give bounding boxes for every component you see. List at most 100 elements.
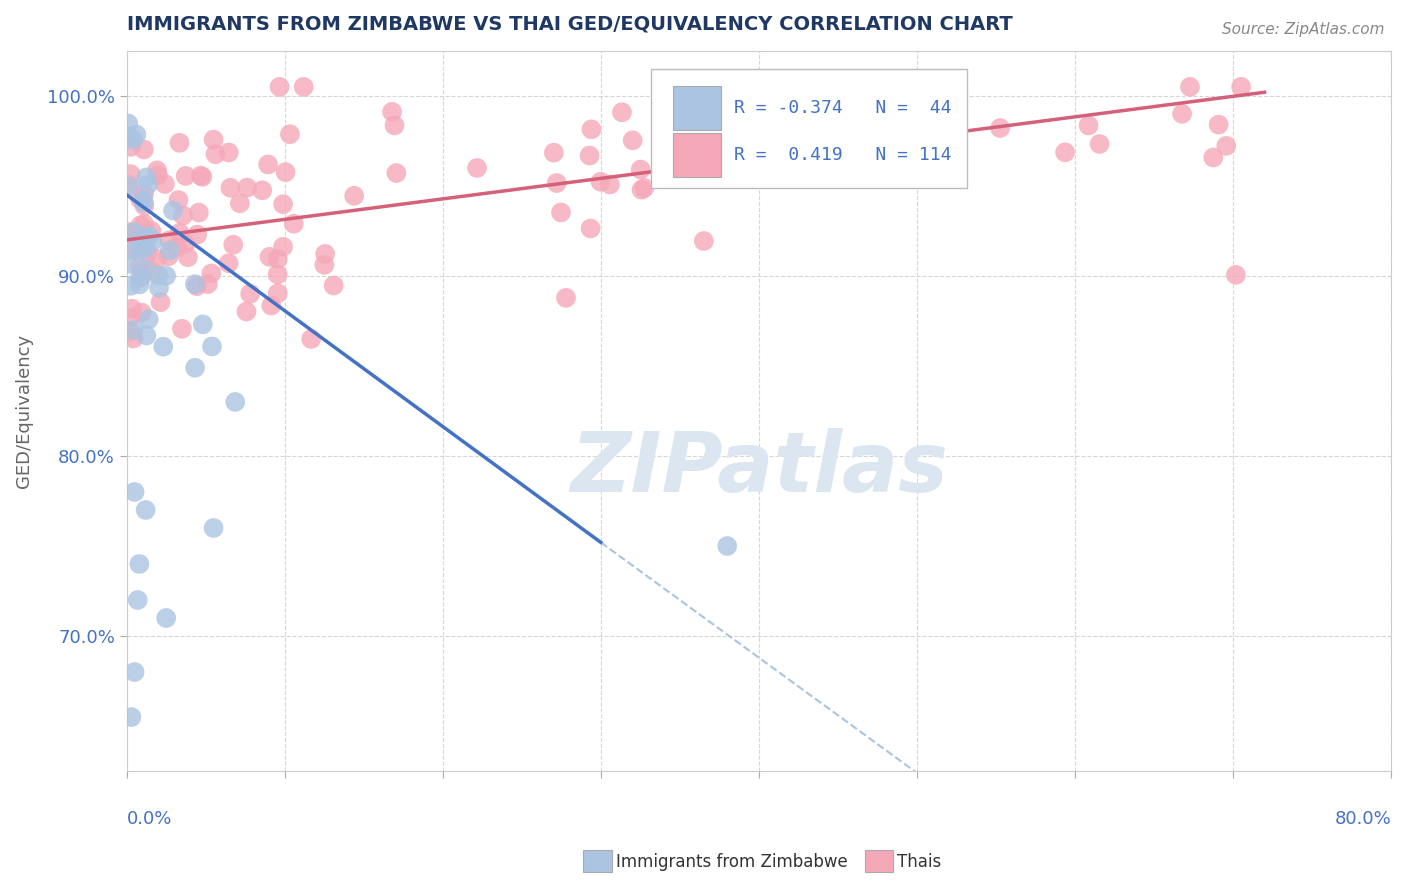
Point — [138, 229, 160, 244]
Point — [314, 258, 336, 272]
Point — [204, 147, 226, 161]
Point — [299, 332, 322, 346]
Text: R = -0.374   N =  44: R = -0.374 N = 44 — [734, 99, 950, 118]
Point — [124, 485, 146, 500]
Point — [184, 360, 207, 375]
Point — [134, 217, 156, 231]
Point — [138, 312, 160, 326]
Point — [184, 277, 207, 292]
Point — [197, 277, 219, 292]
Point — [132, 194, 155, 208]
Point — [162, 203, 184, 218]
Point — [159, 244, 181, 258]
Point — [271, 240, 294, 254]
Point — [292, 79, 315, 94]
Point — [889, 113, 911, 128]
Point — [122, 323, 145, 337]
FancyBboxPatch shape — [651, 69, 967, 187]
Point — [122, 227, 145, 241]
Point — [1178, 79, 1201, 94]
Point — [754, 167, 776, 181]
Point — [988, 121, 1011, 136]
Point — [314, 247, 336, 261]
Point — [170, 322, 193, 336]
Point — [776, 79, 799, 94]
Point — [322, 278, 344, 293]
Point — [128, 277, 150, 292]
Point — [127, 593, 149, 607]
Point — [134, 186, 156, 201]
Point — [1202, 151, 1225, 165]
Point — [120, 710, 142, 724]
Point — [146, 169, 169, 183]
Point — [117, 178, 139, 192]
Point — [125, 128, 148, 142]
Point — [716, 539, 738, 553]
Point — [169, 136, 191, 150]
Point — [274, 165, 297, 179]
Point — [579, 221, 602, 235]
Point — [131, 305, 153, 319]
FancyBboxPatch shape — [673, 133, 721, 178]
Point — [186, 227, 208, 242]
Point — [135, 241, 157, 255]
Point — [124, 243, 146, 257]
Text: ZIPatlas: ZIPatlas — [569, 428, 948, 509]
Point — [1077, 119, 1099, 133]
Point — [201, 339, 224, 353]
Point — [149, 295, 172, 310]
Point — [118, 325, 141, 339]
Point — [1225, 268, 1247, 282]
Point — [267, 286, 290, 301]
Point — [191, 169, 214, 184]
FancyBboxPatch shape — [673, 87, 721, 130]
Point — [581, 122, 603, 136]
Point — [146, 268, 169, 283]
Point — [465, 161, 488, 175]
Point — [166, 240, 188, 254]
Point — [555, 291, 578, 305]
Point — [152, 340, 174, 354]
Point — [157, 233, 180, 247]
Point — [202, 521, 225, 535]
Point — [118, 179, 141, 194]
Point — [172, 209, 194, 223]
Point — [543, 145, 565, 160]
Text: IMMIGRANTS FROM ZIMBABWE VS THAI GED/EQUIVALENCY CORRELATION CHART: IMMIGRANTS FROM ZIMBABWE VS THAI GED/EQU… — [127, 15, 1012, 34]
Point — [222, 237, 245, 252]
Point — [118, 243, 141, 257]
Point — [134, 230, 156, 244]
Point — [259, 250, 281, 264]
Point — [267, 252, 290, 266]
Point — [224, 395, 246, 409]
Point — [122, 331, 145, 345]
Point — [141, 224, 163, 238]
Point — [271, 197, 294, 211]
Point — [122, 133, 145, 147]
Point — [129, 192, 152, 206]
Point — [630, 183, 652, 197]
Point — [128, 260, 150, 274]
Point — [239, 286, 262, 301]
Point — [610, 105, 633, 120]
Point — [174, 169, 197, 183]
Point — [146, 252, 169, 266]
Point — [283, 217, 305, 231]
Point — [1208, 118, 1230, 132]
Point — [236, 180, 259, 194]
Point — [187, 205, 209, 219]
Point — [811, 138, 834, 153]
Text: 80.0%: 80.0% — [1334, 810, 1391, 828]
Point — [269, 79, 291, 94]
Point — [1054, 145, 1077, 160]
Point — [177, 250, 200, 264]
Point — [120, 167, 142, 181]
Point — [167, 193, 190, 207]
Point — [157, 249, 180, 263]
Point — [122, 225, 145, 239]
Point — [129, 270, 152, 285]
Point — [117, 116, 139, 130]
Text: Thais: Thais — [897, 853, 941, 871]
Point — [589, 175, 612, 189]
Point — [142, 234, 165, 248]
